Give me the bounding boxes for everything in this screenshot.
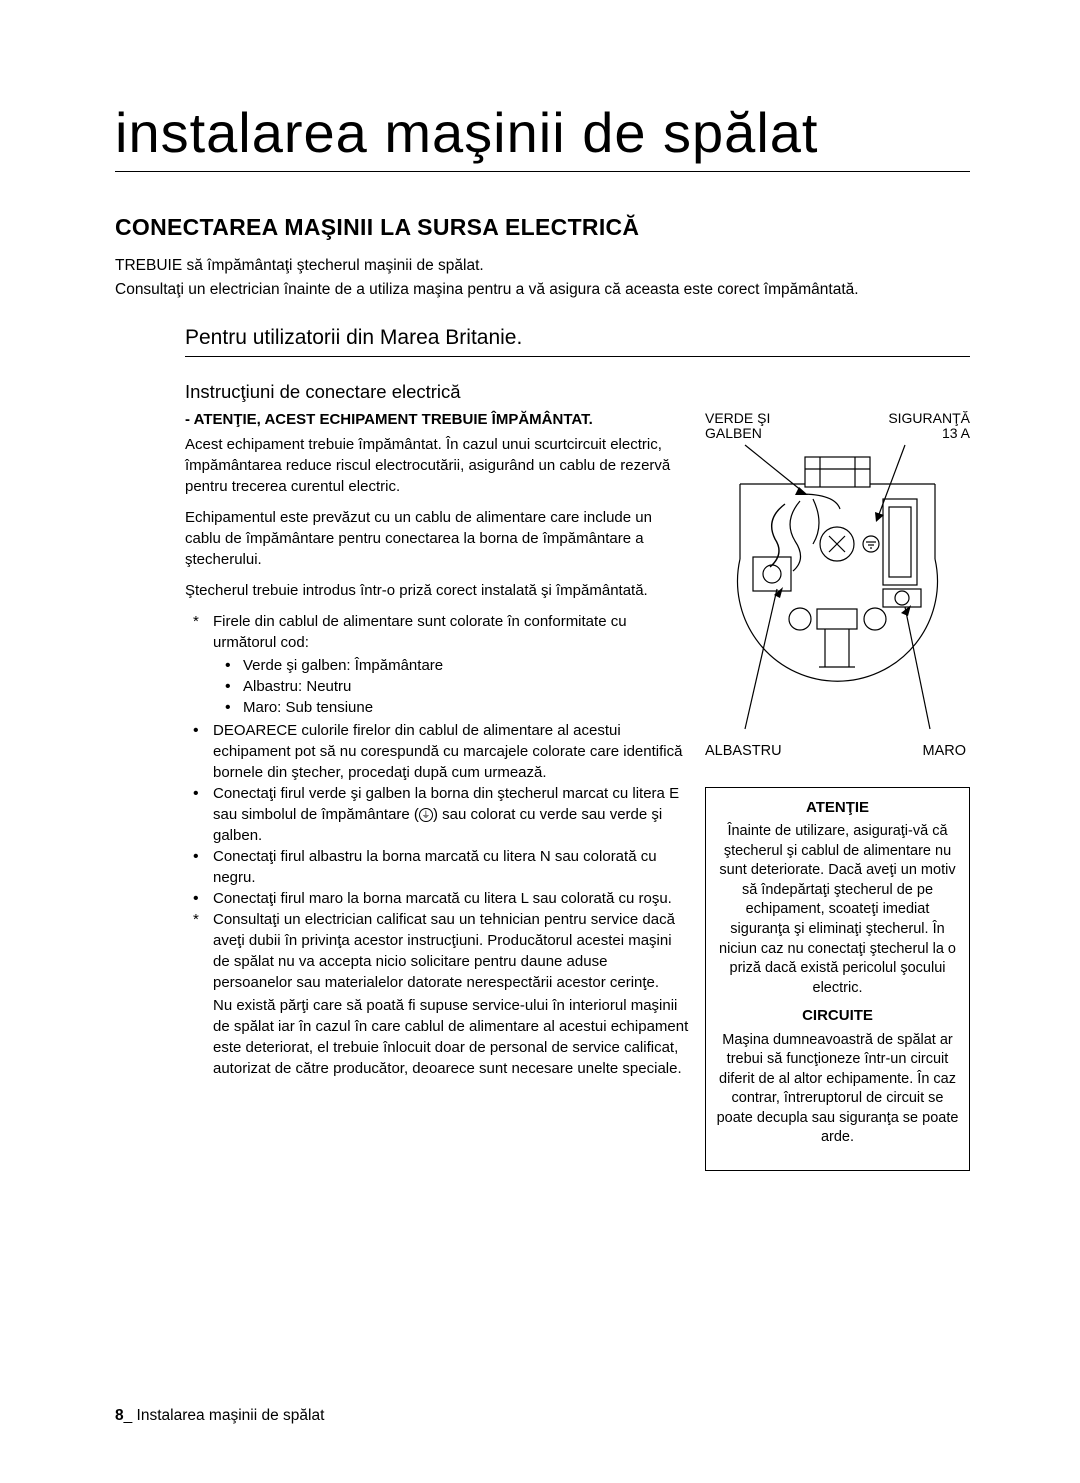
diagram-bottom-labels: ALBASTRU MARO [705,743,970,759]
box-text-circuits: Maşina dumneavoastră de spălat ar trebui… [716,1031,959,1148]
plug-diagram [705,439,970,739]
paragraph: Echipamentul este prevăzut cu un cablu d… [185,507,689,570]
intro-block: TREBUIE să împământaţi ştecherul maşinii… [115,255,970,302]
attention-box: ATENŢIE Înainte de utilizare, asiguraţi-… [705,787,970,1171]
box-text-attention: Înainte de utilizare, asiguraţi-vă că şt… [716,822,959,998]
page-number: 8 [115,1407,124,1424]
page-footer: 8_ Instalarea maşinii de spălat [115,1407,324,1425]
bullet-item: Conectaţi firul albastru la borna marcat… [185,846,689,888]
bullet-item: DEOARECE culorile firelor din cablul de … [185,720,689,783]
warning-line: - ATENŢIE, ACEST ECHIPAMENT TREBUIE ÎMPĂ… [185,411,689,428]
intro-line-2: Consultaţi un electrician înainte de a u… [115,279,970,301]
label-blue: ALBASTRU [705,743,782,759]
sub-heading-uk: Pentru utilizatorii din Marea Britanie. [185,326,970,357]
plug-diagram-svg [705,439,970,739]
label-brown: MARO [923,743,967,759]
bullet-item: Conectaţi firul maro la borna marcată cu… [185,888,689,909]
box-title-attention: ATENŢIE [716,798,959,818]
label-fuse-1: SIGURANŢĂ [888,410,970,426]
star-item-text: Firele din cablul de alimentare sunt col… [213,613,627,651]
intro-line-1: TREBUIE să împământaţi ştecherul maşinii… [115,255,970,277]
paragraph: Ştecherul trebuie introdus într-o priză … [185,580,689,601]
sub-item: Albastru: Neutru [213,676,689,697]
section-heading: CONECTAREA MAŞINII LA SURSA ELECTRICĂ [115,214,970,241]
label-green-yellow-1: VERDE ŞI [705,410,770,426]
star-item: Firele din cablul de alimentare sunt col… [185,611,689,718]
diagram-top-labels: VERDE ŞI GALBEN SIGURANŢĂ 13 A [705,411,970,439]
bullet-item: Conectaţi firul verde şi galben la borna… [185,783,689,846]
sub-item: Verde şi galben: Împământare [213,655,689,676]
sub-item: Maro: Sub tensiune [213,697,689,718]
star-item: Consultaţi un electrician calificat sau … [185,909,689,993]
footer-label: _ Instalarea maşinii de spălat [124,1407,325,1424]
tail-paragraph: Nu există părţi care să poată fi supuse … [185,995,689,1079]
paragraph: Acest echipament trebuie împământat. În … [185,434,689,497]
page-title: instalarea maşinii de spălat [115,100,970,172]
sub-heading-instructions: Instrucţiuni de conectare electrică [185,381,970,403]
ground-icon: ⏚ [419,808,433,822]
box-title-circuits: CIRCUITE [716,1006,959,1026]
